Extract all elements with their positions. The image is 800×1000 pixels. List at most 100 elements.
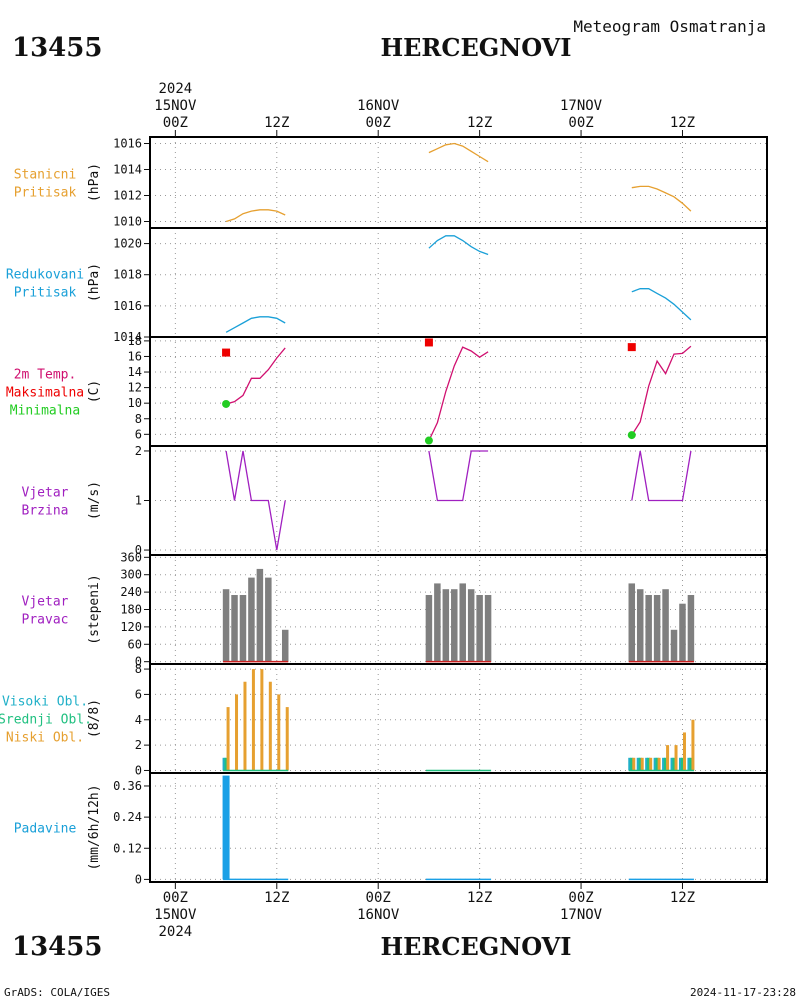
tmin-marker	[627, 431, 636, 440]
series-line	[428, 450, 489, 502]
precip-bar	[222, 775, 230, 880]
panel-label: Visoki Obl.	[2, 695, 88, 710]
panel-label: Maksimalna	[6, 386, 84, 401]
tmax-marker	[222, 348, 231, 357]
y-tick-label: 6	[135, 427, 142, 441]
y-tick-label: 0	[135, 763, 142, 777]
panel-label: Vjetar	[22, 595, 69, 610]
y-tick-label: 1014	[113, 330, 142, 344]
station-name-footer: HERCEGNOVI	[380, 932, 571, 961]
time-tick-label: 12Z	[264, 890, 289, 906]
tmin-marker	[222, 399, 231, 408]
panel-label: Vjetar	[22, 486, 69, 501]
y-tick-label: 12	[128, 381, 142, 395]
cloud-mid-bar	[664, 757, 668, 771]
y-tick-label: 240	[120, 585, 142, 599]
cloud-high-bar	[628, 757, 632, 771]
y-axis-label: (hPa)	[87, 163, 102, 202]
cloud-high-bar	[662, 757, 666, 771]
cloud-mid-bar	[630, 757, 634, 771]
y-tick-label: 16	[128, 349, 142, 363]
time-date-label: 15NOV	[154, 98, 197, 114]
time-tick-label: 00Z	[366, 115, 391, 131]
series-line	[631, 185, 692, 212]
time-year-label: 2024	[158, 81, 192, 97]
wind-dir-bar	[467, 589, 475, 662]
station-id-footer: 13455	[12, 932, 102, 962]
y-tick-label: 14	[128, 365, 142, 379]
cloud-low-bar	[251, 669, 255, 771]
cloud-low-bar	[674, 745, 678, 771]
cloud-low-bar	[226, 707, 230, 771]
time-tick-label: 12Z	[670, 890, 695, 906]
cloud-low-bar	[657, 757, 661, 771]
time-tick-label: 00Z	[163, 115, 188, 131]
y-tick-label: 6	[135, 687, 142, 701]
y-tick-label: 1020	[113, 237, 142, 251]
cloud-low-bar	[260, 669, 264, 771]
time-year-label: 2024	[158, 924, 192, 940]
time-tick-label: 12Z	[467, 890, 492, 906]
y-tick-label: 1016	[113, 137, 142, 151]
time-date-label: 17NOV	[560, 907, 603, 923]
time-tick-label: 00Z	[568, 115, 593, 131]
y-tick-label: 360	[120, 550, 142, 564]
time-tick-label: 12Z	[670, 115, 695, 131]
cloud-mid-bar	[647, 757, 651, 771]
time-tick-label: 12Z	[467, 115, 492, 131]
wind-dir-bar	[662, 589, 669, 662]
panel-frame	[149, 227, 768, 338]
station-id-header: 13455	[12, 33, 102, 63]
y-tick-label: 300	[120, 568, 142, 582]
y-tick-label: 1014	[113, 163, 142, 177]
series-line	[631, 450, 692, 502]
panel-4: 0 1 2 (m/s) Vjetar Brzina	[22, 444, 768, 557]
y-tick-label: 0	[135, 655, 142, 669]
y-tick-label: 18	[128, 334, 142, 348]
wind-dir-bar	[484, 595, 492, 662]
panel-5: 0 60 120 180 240 300 360 (stepeni) Vjetar Pravac	[22, 550, 768, 669]
y-tick-label: 2	[135, 738, 142, 752]
credit-text: GrADS: COLA/IGES	[4, 986, 110, 999]
y-axis-label: (mm/6h/12h)	[87, 784, 102, 870]
y-tick-label: 1012	[113, 189, 142, 203]
cloud-low-bar	[649, 757, 653, 771]
wind-dir-bar	[628, 583, 636, 662]
wind-dir-bar	[265, 577, 272, 662]
panel-label: Pritisak	[14, 186, 77, 201]
time-tick-label: 12Z	[264, 115, 289, 131]
tmax-marker	[627, 343, 636, 352]
cloud-low-bar	[268, 681, 272, 771]
product-title: Meteogram Osmatranja	[573, 17, 766, 36]
time-tick-label: 00Z	[163, 890, 188, 906]
cloud-mid-bar	[638, 757, 642, 771]
cloud-mid-bar	[672, 757, 676, 771]
wind-dir-bar	[636, 589, 644, 662]
cloud-high-bar	[636, 757, 640, 771]
y-tick-label: 1018	[113, 268, 142, 282]
panel-label: Stanicni	[14, 168, 77, 183]
y-tick-label: 1010	[113, 215, 142, 229]
panel-label: Minimalna	[10, 404, 80, 419]
series-line	[631, 345, 692, 436]
wind-dir-bar	[231, 595, 238, 662]
wind-dir-bar	[256, 568, 264, 662]
wind-dir-bar	[442, 589, 450, 662]
panel-label: Pravac	[22, 613, 69, 628]
y-tick-label: 10	[128, 396, 142, 410]
cloud-high-bar	[687, 757, 691, 771]
time-date-label: 17NOV	[560, 98, 603, 114]
panel-label: Pritisak	[14, 286, 77, 301]
cloud-high-bar	[653, 757, 657, 771]
cloud-low-bar	[640, 757, 644, 771]
cloud-high-bar	[645, 757, 649, 771]
cloud-low-bar	[277, 694, 281, 771]
panel-frame	[149, 772, 768, 883]
y-tick-label: 8	[135, 662, 142, 676]
wind-dir-bar	[687, 595, 695, 662]
time-date-label: 16NOV	[357, 907, 400, 923]
series-line	[631, 288, 692, 321]
cloud-mid-bar	[224, 757, 228, 771]
y-tick-label: 0.12	[113, 841, 142, 855]
